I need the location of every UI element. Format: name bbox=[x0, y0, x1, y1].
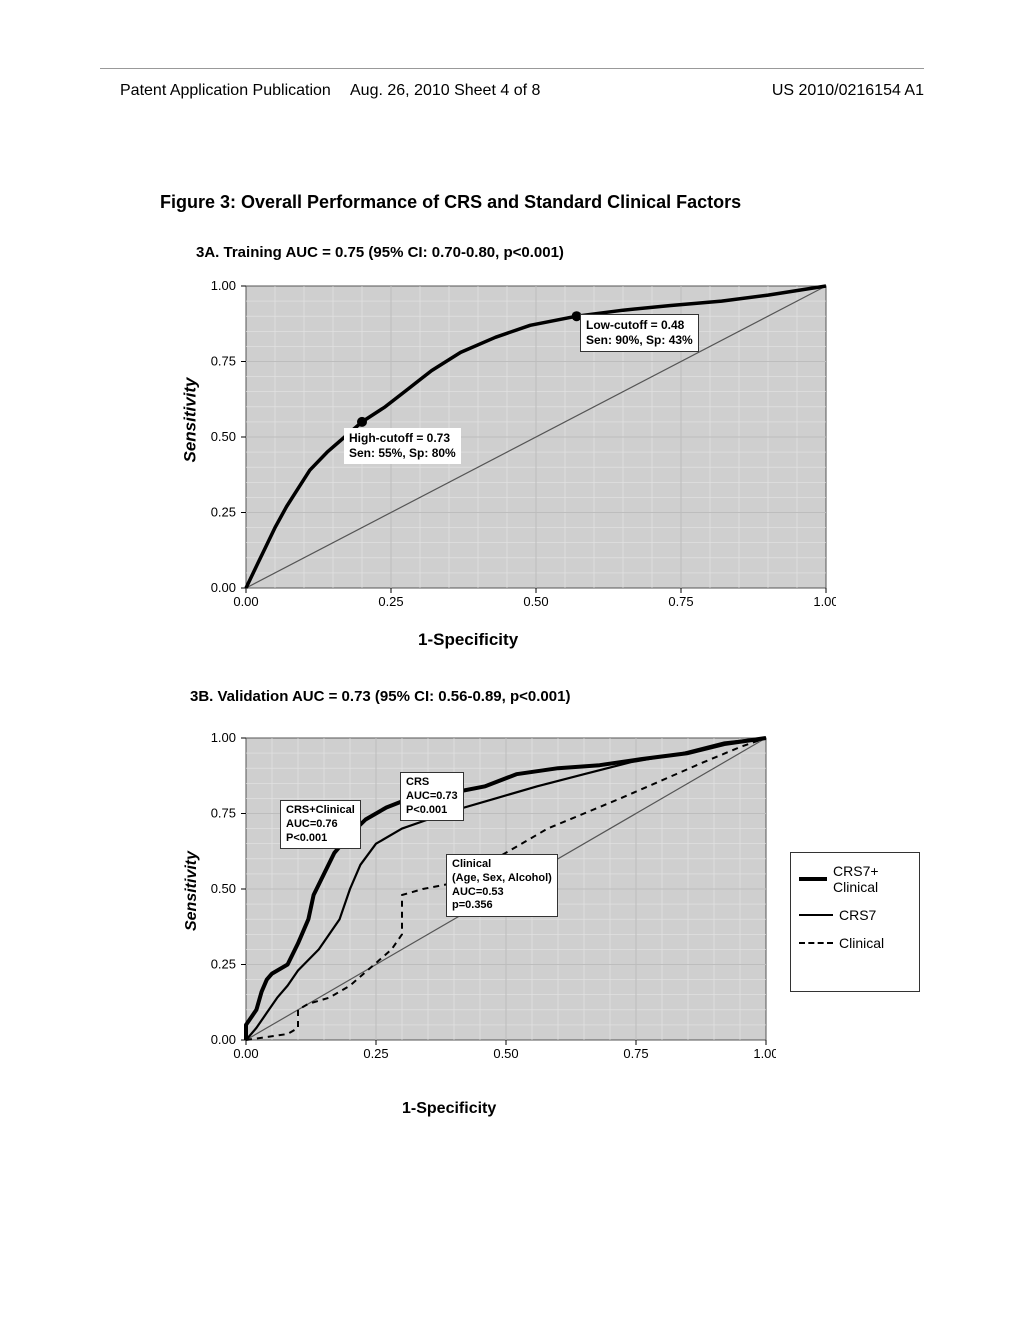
svg-text:0.75: 0.75 bbox=[668, 594, 693, 609]
chart-a: 0.00 0.25 0.50 0.75 1.00 0.00 0.25 0.50 0.75 1.00 bbox=[196, 278, 836, 658]
chart-b-xlabel: 1-Specificity bbox=[402, 1100, 496, 1118]
annot-crs-l1: CRS bbox=[406, 776, 429, 788]
annot-crscl-l3: P<0.001 bbox=[286, 832, 327, 844]
svg-text:0.50: 0.50 bbox=[211, 881, 236, 896]
legend-label: Clinical bbox=[839, 935, 884, 951]
chart-b-crsclinical-annot: CRS+Clinical AUC=0.76 P<0.001 bbox=[280, 800, 361, 849]
chart-a-caption: 3A. Training AUC = 0.75 (95% CI: 0.70-0.… bbox=[196, 244, 564, 261]
annot-cl-l1: Clinical bbox=[452, 858, 491, 870]
svg-text:1.00: 1.00 bbox=[211, 278, 236, 293]
svg-text:0.00: 0.00 bbox=[211, 580, 236, 595]
chart-b-crs-annot: CRS AUC=0.73 P<0.001 bbox=[400, 772, 464, 821]
legend-swatch-thin bbox=[799, 914, 833, 916]
header-left: Patent Application Publication bbox=[120, 82, 331, 100]
svg-text:0.50: 0.50 bbox=[211, 429, 236, 444]
annot-low-l1: Low-cutoff = 0.48 bbox=[586, 318, 684, 332]
legend-swatch-dashed bbox=[799, 942, 833, 944]
svg-text:0.00: 0.00 bbox=[211, 1032, 236, 1047]
annot-high-l1: High-cutoff = 0.73 bbox=[349, 431, 450, 445]
header-center: Aug. 26, 2010 Sheet 4 of 8 bbox=[350, 82, 540, 100]
svg-text:0.00: 0.00 bbox=[233, 594, 258, 609]
legend-item-crs7clinical: CRS7+ Clinical bbox=[799, 863, 911, 895]
annot-crs-l3: P<0.001 bbox=[406, 804, 447, 816]
svg-text:0.75: 0.75 bbox=[211, 354, 236, 369]
svg-text:1.00: 1.00 bbox=[753, 1046, 776, 1061]
annot-crscl-l2: AUC=0.76 bbox=[286, 818, 338, 830]
chart-a-low-cutoff-annot: Low-cutoff = 0.48 Sen: 90%, Sp: 43% bbox=[580, 314, 699, 352]
header-right: US 2010/0216154 A1 bbox=[772, 82, 924, 100]
annot-cl-l2: (Age, Sex, Alcohol) bbox=[452, 872, 552, 884]
annot-high-l2: Sen: 55%, Sp: 80% bbox=[349, 446, 456, 460]
chart-a-xlabel: 1-Specificity bbox=[418, 630, 518, 650]
annot-cl-l3: AUC=0.53 bbox=[452, 886, 504, 898]
legend-label: CRS7+ Clinical bbox=[833, 863, 911, 895]
svg-text:0.25: 0.25 bbox=[211, 957, 236, 972]
svg-text:0.50: 0.50 bbox=[493, 1046, 518, 1061]
svg-text:0.25: 0.25 bbox=[211, 505, 236, 520]
chart-b: 0.00 0.25 0.50 0.75 1.00 0.00 0.25 0.50 0.75 1.00 bbox=[196, 730, 776, 1110]
legend-label: CRS7 bbox=[839, 907, 876, 923]
svg-text:0.00: 0.00 bbox=[233, 1046, 258, 1061]
chart-b-clinical-annot: Clinical (Age, Sex, Alcohol) AUC=0.53 p=… bbox=[446, 854, 558, 917]
legend-item-crs7: CRS7 bbox=[799, 907, 911, 923]
annot-crscl-l1: CRS+Clinical bbox=[286, 804, 355, 816]
svg-text:1.00: 1.00 bbox=[211, 730, 236, 745]
chart-a-svg: 0.00 0.25 0.50 0.75 1.00 0.00 0.25 0.50 0.75 1.00 bbox=[196, 278, 836, 618]
page-header: Patent Application Publication Aug. 26, … bbox=[0, 82, 1024, 100]
svg-text:0.25: 0.25 bbox=[363, 1046, 388, 1061]
annot-low-l2: Sen: 90%, Sp: 43% bbox=[586, 333, 693, 347]
legend-item-clinical: Clinical bbox=[799, 935, 911, 951]
svg-text:0.75: 0.75 bbox=[211, 806, 236, 821]
svg-text:1.00: 1.00 bbox=[813, 594, 836, 609]
header-rule bbox=[100, 68, 924, 69]
figure-title: Figure 3: Overall Performance of CRS and… bbox=[160, 192, 741, 213]
chart-b-caption: 3B. Validation AUC = 0.73 (95% CI: 0.56-… bbox=[190, 688, 570, 705]
svg-text:0.25: 0.25 bbox=[378, 594, 403, 609]
svg-text:0.50: 0.50 bbox=[523, 594, 548, 609]
svg-text:0.75: 0.75 bbox=[623, 1046, 648, 1061]
annot-crs-l2: AUC=0.73 bbox=[406, 790, 458, 802]
chart-b-legend: CRS7+ Clinical CRS7 Clinical bbox=[790, 852, 920, 992]
annot-cl-l4: p=0.356 bbox=[452, 899, 493, 911]
legend-swatch-thick bbox=[799, 877, 827, 881]
chart-a-high-cutoff-annot: High-cutoff = 0.73 Sen: 55%, Sp: 80% bbox=[344, 428, 461, 464]
